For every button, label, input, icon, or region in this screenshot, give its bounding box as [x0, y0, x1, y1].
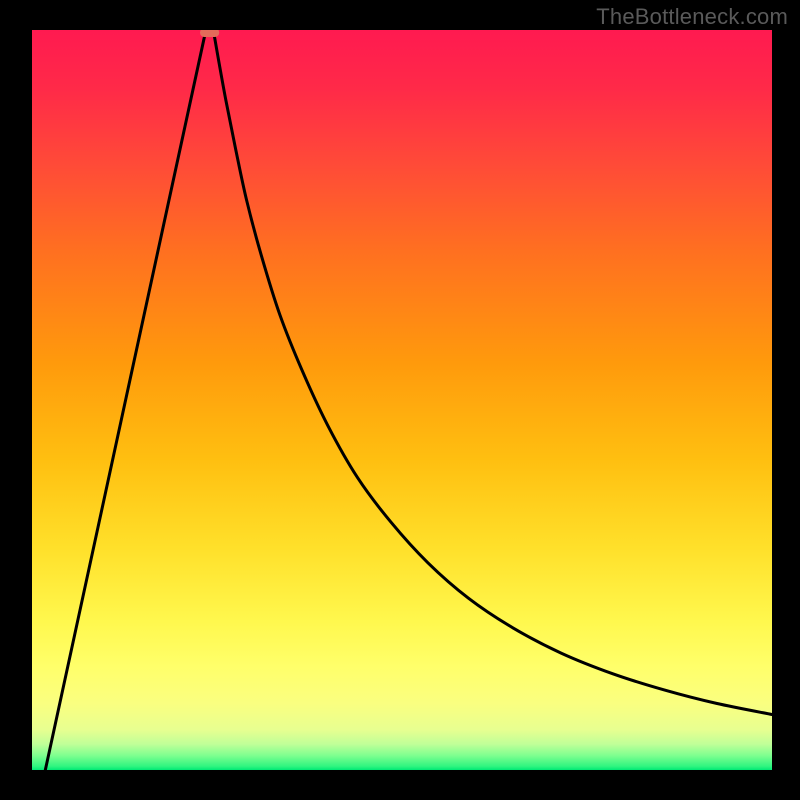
watermark-text: TheBottleneck.com [596, 4, 788, 30]
chart-plot-background [32, 30, 772, 770]
bottleneck-chart [0, 0, 800, 800]
chart-container: TheBottleneck.com [0, 0, 800, 800]
